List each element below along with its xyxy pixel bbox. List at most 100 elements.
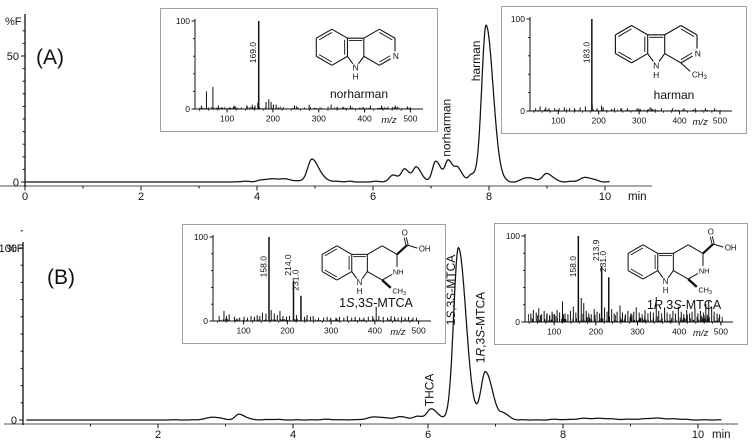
- pyridine-nitrogen-label: N: [695, 49, 701, 59]
- atom-mask: [696, 265, 712, 276]
- peak-annotation: harman: [469, 41, 483, 82]
- x-axis-unit-label: min: [628, 191, 647, 203]
- ms-peak-label: 213.9: [591, 239, 601, 261]
- bond: [379, 54, 393, 63]
- bond: [687, 244, 704, 254]
- x-tick-label: 300: [312, 114, 326, 124]
- panel-label: (B): [47, 266, 75, 289]
- y-tick-label: 0: [13, 177, 19, 189]
- bond: [680, 28, 695, 37]
- x-tick-label: 2: [155, 429, 161, 441]
- bond: [615, 53, 632, 64]
- bond: [316, 28, 333, 39]
- x-tick-label: 500: [403, 114, 417, 124]
- atom-mask: [651, 60, 662, 71]
- indole-nitrogen-label: N: [353, 64, 359, 73]
- x-tick-label: 4: [254, 191, 260, 203]
- x-tick-label: 200: [589, 327, 603, 337]
- hydroxyl-label: OH: [419, 244, 431, 253]
- bond: [336, 245, 353, 255]
- y-tick-label: 0: [11, 415, 17, 427]
- indole-hydrogen-label: H: [353, 73, 359, 82]
- bond: [318, 54, 333, 63]
- x-tick-label: 500: [714, 327, 728, 337]
- x-tick-label: 8: [560, 429, 566, 441]
- x-tick-label: 400: [368, 326, 382, 336]
- x-tick-label: 100: [237, 326, 251, 336]
- bond: [642, 244, 659, 254]
- bond: [680, 25, 698, 36]
- methyl-label: CH3: [698, 285, 712, 296]
- bond: [687, 278, 698, 288]
- structure-tetrahydro-beta-carboline: NH NH O OH CH3: [627, 228, 737, 296]
- bond: [627, 244, 644, 254]
- x-axis-unit-label: min: [712, 429, 731, 441]
- x-tick-label: 400: [672, 116, 686, 126]
- y-tick-label: 100: [194, 232, 208, 242]
- methyl-label: CH3: [692, 70, 708, 81]
- x-tick-label: 6: [370, 191, 376, 203]
- inset-mass-spectrum-harman: 100 0 100 200 300 400 500 m/z 183.0 N H N CH3 harman: [501, 6, 747, 134]
- y-tick-label: 100: [511, 14, 525, 24]
- ms-peak-label: 169.0: [248, 42, 258, 64]
- x-tick-label: 100: [220, 114, 234, 124]
- mz-axis-label: m/z: [693, 328, 709, 339]
- ms-peak-label: 183.0: [581, 42, 591, 64]
- compound-name: norharman: [330, 87, 388, 101]
- bond: [331, 28, 348, 39]
- y-axis-unit-label: %F: [7, 243, 24, 255]
- atom-mask: [390, 51, 400, 62]
- indole-hydrogen-label: H: [357, 287, 363, 296]
- x-tick-label: 4: [290, 429, 296, 441]
- y-tick-label: 100: [176, 16, 190, 26]
- bond: [712, 243, 724, 248]
- indole-hydrogen-label: H: [663, 286, 669, 295]
- x-tick-label: 100: [547, 327, 561, 337]
- x-tick-label: 400: [357, 114, 371, 124]
- bond: [630, 247, 644, 256]
- y-tick-label: 50: [7, 51, 19, 63]
- bond: [673, 244, 689, 254]
- atom-mask: [400, 229, 410, 238]
- pyridine-nitrogen-label: N: [393, 52, 399, 61]
- x-tick-label: 6: [425, 429, 431, 441]
- mz-axis-label: m/z: [381, 115, 397, 126]
- structure-tetrahydro-beta-carboline: NH NH O OH CH3: [321, 229, 431, 297]
- x-tick-label: 10: [692, 429, 704, 441]
- bond: [379, 32, 393, 41]
- panel-label: (A): [36, 46, 64, 69]
- ms-peak-label: 158.0: [259, 256, 269, 278]
- bond: [618, 28, 632, 37]
- inset-mass-spectrum-1s3s-mtca: 100 0 100 200 300 400 500 m/z 158.0 214.0 231.0 N H N…: [182, 224, 446, 344]
- bond: [318, 32, 333, 41]
- y-tick-label: 100: [0, 243, 17, 255]
- bond: [367, 245, 383, 255]
- y-axis-unit-label: %F: [5, 16, 22, 28]
- ms-peak-label: 231.0: [290, 269, 300, 291]
- mz-axis-label: m/z: [693, 117, 709, 128]
- bond: [336, 271, 353, 281]
- compound-name: 1R,3S-MTCA: [647, 298, 722, 312]
- bond: [642, 270, 659, 280]
- x-tick-label: 200: [280, 326, 294, 336]
- y-tick-label: 100: [506, 231, 520, 241]
- bond: [321, 271, 338, 281]
- bond: [664, 53, 682, 64]
- bond: [615, 25, 632, 36]
- x-tick-label: 0: [22, 191, 28, 203]
- bond: [363, 55, 380, 66]
- chromatogram-trace: [25, 24, 610, 183]
- bond: [631, 25, 648, 36]
- x-tick-label: 300: [324, 326, 338, 336]
- indole-nitrogen-label: N: [357, 278, 363, 287]
- bond: [627, 270, 644, 280]
- bond: [630, 268, 644, 277]
